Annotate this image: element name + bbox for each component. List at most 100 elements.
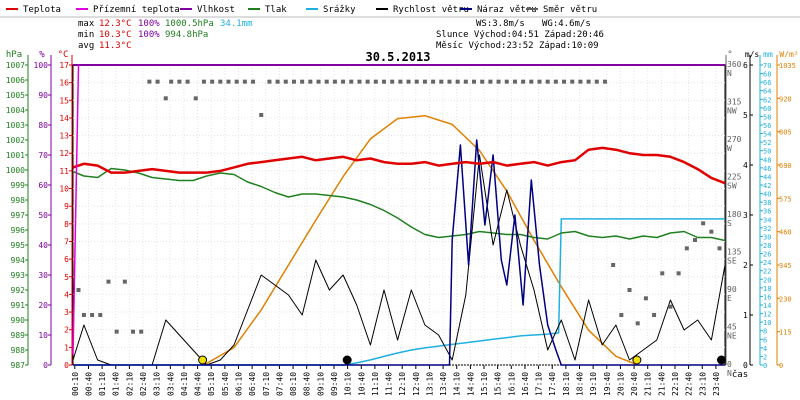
wind-direction-point bbox=[177, 79, 182, 84]
x-tick-label: 23:10 bbox=[698, 372, 707, 396]
grid bbox=[73, 64, 725, 366]
axis-dir-label: SW bbox=[727, 182, 737, 191]
wind-direction-point bbox=[512, 79, 517, 84]
wind-direction-point bbox=[447, 79, 452, 84]
x-tick-label: 15:10 bbox=[480, 372, 489, 396]
x-tick-label: 07:40 bbox=[275, 372, 284, 396]
axes: 1007100610051004100310021001100099999899… bbox=[6, 55, 796, 396]
axis-wm2-label: 920 bbox=[779, 95, 792, 103]
axis-degc-label: 14 bbox=[59, 114, 69, 123]
axis-pct-label: 80 bbox=[38, 121, 48, 130]
wind-direction-point bbox=[488, 79, 493, 84]
axis-title-wm2: W/m² bbox=[779, 50, 798, 59]
marker-západ-slunce bbox=[632, 355, 642, 365]
x-tick-label: 00:10 bbox=[71, 372, 80, 396]
wind-direction-point bbox=[463, 79, 468, 84]
wind-direction-point bbox=[660, 271, 665, 276]
wind-direction-point bbox=[114, 329, 119, 334]
wind-direction-point bbox=[496, 79, 501, 84]
stat-sun: Slunce Východ:04:51 Západ:20:46 bbox=[436, 30, 604, 40]
axis-degc-label: 6 bbox=[64, 255, 69, 264]
axis-hpa-label: 1000 bbox=[6, 166, 25, 175]
axis-degc-label: 11 bbox=[59, 167, 69, 176]
axis-dir-label: S bbox=[727, 219, 732, 228]
axis-hpa-label: 997 bbox=[11, 211, 26, 220]
x-tick-label: 09:40 bbox=[330, 372, 339, 396]
stat-min-temp: 10.3°C bbox=[99, 30, 132, 40]
axis-mm-label: 0 bbox=[763, 362, 767, 370]
axis-wm2-label: 460 bbox=[779, 229, 792, 237]
wind-direction-point bbox=[635, 321, 640, 326]
wind-direction-point bbox=[504, 79, 509, 84]
wind-direction-point bbox=[578, 79, 583, 84]
axis-mm-label: 62 bbox=[763, 96, 771, 104]
wind-direction-point bbox=[545, 79, 550, 84]
stat-avg-label: avg bbox=[78, 41, 94, 51]
axis-pct-label: 10 bbox=[38, 331, 48, 340]
x-tick-label: 17:10 bbox=[535, 372, 544, 396]
axis-mm-label: 14 bbox=[763, 302, 771, 310]
wind-direction-point bbox=[594, 79, 599, 84]
wind-direction-point bbox=[357, 79, 362, 84]
axis-mm-label: 66 bbox=[763, 79, 771, 87]
axis-mm-label: 24 bbox=[763, 259, 771, 267]
wind-direction-point bbox=[106, 279, 111, 284]
wind-direction-point bbox=[553, 79, 558, 84]
wind-direction-point bbox=[684, 246, 689, 251]
legend-label: Vlhkost bbox=[197, 5, 235, 15]
axis-wm2-label: 690 bbox=[779, 162, 792, 170]
legend-label: Srážky bbox=[323, 5, 356, 15]
axis-mm-label: 60 bbox=[763, 105, 771, 113]
axis-deg-label: 360 bbox=[727, 60, 742, 69]
wind-direction-point bbox=[422, 79, 427, 84]
wind-direction-point bbox=[210, 79, 215, 84]
wind-direction-point bbox=[652, 313, 657, 317]
axis-title-hpa: hPa bbox=[6, 50, 22, 60]
axis-dir-label: NW bbox=[727, 107, 737, 116]
wind-direction-point bbox=[676, 271, 681, 276]
axis-degc-label: 0 bbox=[64, 361, 69, 370]
wind-direction-point bbox=[406, 79, 411, 84]
stat-ws: WS:3.8m/s bbox=[476, 19, 525, 29]
wind-direction-point bbox=[521, 79, 526, 84]
series-line-sluneční-záření bbox=[203, 114, 638, 366]
axis-hpa-label: 992 bbox=[11, 286, 26, 295]
axis-mm-label: 58 bbox=[763, 113, 771, 121]
axis-degc-label: 12 bbox=[59, 149, 69, 158]
x-tick-label: 02:10 bbox=[125, 372, 134, 396]
axis-hpa-label: 1007 bbox=[6, 61, 25, 70]
axis-mm-label: 42 bbox=[763, 182, 771, 190]
x-tick-label: 03:10 bbox=[153, 372, 162, 396]
x-tick-label: 05:10 bbox=[207, 372, 216, 396]
wind-direction-point bbox=[537, 79, 542, 84]
stat-max-label: max bbox=[78, 19, 95, 29]
x-tick-label: 21:40 bbox=[657, 372, 666, 396]
stat-max-rain: 34.1mm bbox=[220, 19, 253, 29]
axis-hpa-label: 996 bbox=[11, 226, 26, 235]
wind-direction-point bbox=[562, 79, 567, 84]
axis-wm2-label: 0 bbox=[779, 362, 783, 370]
series-line-rychlost-větru bbox=[72, 154, 726, 366]
wind-direction-point bbox=[692, 238, 697, 242]
axis-deg-label: 315 bbox=[727, 98, 742, 107]
wind-direction-point bbox=[169, 79, 174, 84]
axis-dir-label: N bbox=[727, 69, 732, 78]
x-tick-label: 08:40 bbox=[303, 372, 312, 396]
axis-wm2-label: 345 bbox=[779, 262, 792, 270]
wind-direction-point bbox=[439, 79, 444, 84]
legend-label: Tlak bbox=[265, 5, 287, 15]
axis-mm-label: 4 bbox=[763, 345, 767, 353]
wind-direction-point bbox=[185, 79, 190, 84]
axis-degc-label: 9 bbox=[64, 202, 69, 211]
axis-mm-label: 44 bbox=[763, 173, 771, 181]
axis-mm-label: 32 bbox=[763, 225, 771, 233]
wind-direction-point bbox=[234, 79, 239, 84]
x-tick-label: 17:40 bbox=[548, 372, 557, 396]
axis-mm-label: 30 bbox=[763, 233, 771, 241]
axis-ms-label: 6 bbox=[743, 61, 748, 70]
x-tick-label: 22:10 bbox=[671, 372, 680, 396]
axis-mm-label: 36 bbox=[763, 208, 771, 216]
axis-pct-label: 90 bbox=[38, 91, 48, 100]
stat-moon: Měsíc Východ:23:52 Západ:10:09 bbox=[436, 41, 599, 51]
